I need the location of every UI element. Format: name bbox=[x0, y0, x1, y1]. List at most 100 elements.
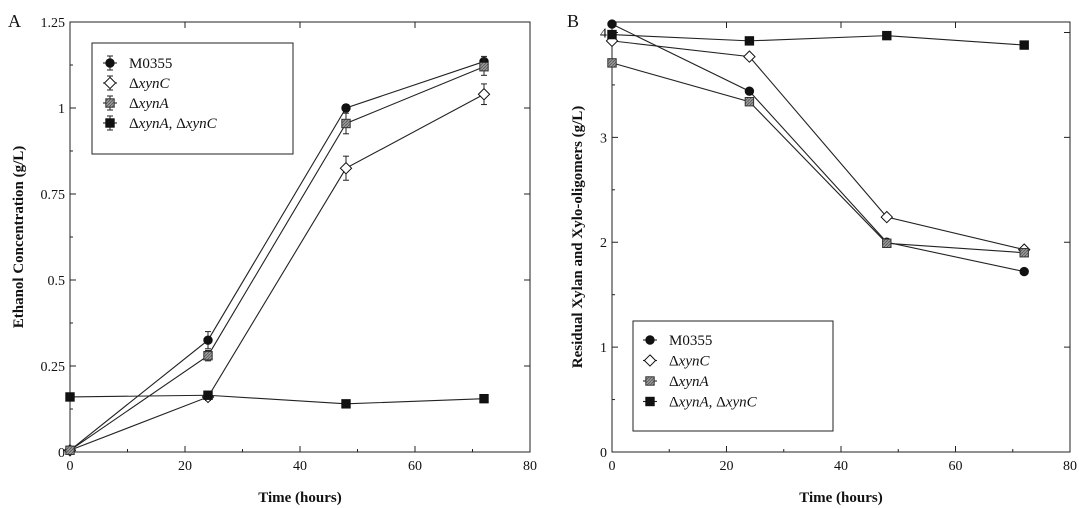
legend-label-b-2: ΔxynA bbox=[669, 374, 709, 390]
x-tick-label-a: 20 bbox=[178, 459, 192, 474]
data-point-a-3 bbox=[479, 393, 489, 404]
legend-marker-a-3 bbox=[105, 118, 115, 128]
axis-ticks-a: 0 20 40 60 80 0 0.25 0.5 0.75 1 1.25 bbox=[41, 16, 538, 474]
data-point-b-3 bbox=[1019, 40, 1029, 50]
data-point-b-1 bbox=[880, 210, 894, 224]
legend-marker-b-2 bbox=[645, 376, 655, 386]
x-tick-label-b: 20 bbox=[720, 459, 734, 474]
legend-marker-b-1 bbox=[643, 354, 657, 367]
legend-label-part: , Δ bbox=[169, 116, 187, 132]
series-group-b bbox=[605, 19, 1031, 277]
data-point-b-3 bbox=[882, 30, 892, 41]
legend-label-part: Δ bbox=[129, 96, 139, 112]
legend-label-part: Δ bbox=[669, 395, 679, 411]
series-group-a bbox=[63, 55, 491, 457]
legend-label-part: Δ bbox=[129, 76, 139, 92]
y-tick-label-b: 4 bbox=[600, 26, 607, 41]
y-tick-label-a: 1 bbox=[58, 102, 65, 117]
y-tick-label-a: 0 bbox=[58, 446, 65, 461]
legend-label-b-3: ΔxynA, ΔxynC bbox=[669, 395, 758, 411]
data-point-b-2 bbox=[1019, 248, 1029, 258]
y-tick-label-b: 3 bbox=[600, 131, 607, 146]
legend-label-part: xynA bbox=[678, 374, 710, 390]
data-point-b-3 bbox=[744, 36, 755, 46]
legend-marker-b-3 bbox=[645, 396, 655, 407]
data-point-b-2 bbox=[744, 97, 755, 107]
data-point-b-0 bbox=[744, 86, 755, 96]
legend-label-part: Δ bbox=[669, 354, 679, 370]
data-point-a-3 bbox=[65, 392, 75, 402]
x-tick-label-a: 80 bbox=[523, 459, 537, 474]
legend-label-part: , Δ bbox=[709, 395, 727, 411]
data-point-a-3 bbox=[341, 399, 351, 409]
y-axis-title-a: Ethanol Concentration (g/L) bbox=[11, 146, 27, 329]
x-tick-label-a: 40 bbox=[293, 459, 307, 474]
series-line-a-1 bbox=[69, 93, 485, 451]
x-tick-label-a: 60 bbox=[408, 459, 422, 474]
y-tick-label-a: 1.25 bbox=[41, 16, 66, 31]
legend-marker-a-2 bbox=[105, 98, 115, 108]
y-tick-label-a: 0.75 bbox=[41, 188, 66, 203]
y-axis-title-b: Residual Xylan and Xylo-oligomers (g/L) bbox=[570, 106, 586, 369]
data-point-b-3 bbox=[607, 29, 617, 40]
x-tick-label-b: 60 bbox=[949, 459, 963, 474]
legend-marker-b-0 bbox=[645, 335, 655, 345]
data-point-b-1 bbox=[743, 50, 756, 63]
chart-panel-b: B 0 20 40 60 80 0 1 2 3 4 Time (hours) Residual X… bbox=[567, 11, 1077, 506]
legend-box-a bbox=[91, 42, 294, 155]
data-point-a-2 bbox=[341, 118, 351, 129]
y-tick-label-a: 0.5 bbox=[48, 274, 66, 289]
x-axis-title-b: Time (hours) bbox=[799, 490, 882, 506]
legend-label-part: xynC bbox=[725, 395, 758, 411]
series-line-b-0 bbox=[611, 23, 1025, 273]
legend-label-part: M0355 bbox=[129, 56, 172, 72]
legend-label-part: xynC bbox=[185, 116, 218, 132]
series-line-a-3 bbox=[69, 394, 485, 405]
panel-letter-b: B bbox=[567, 11, 579, 31]
legend-label-part: xynA bbox=[138, 96, 170, 112]
data-point-a-1 bbox=[339, 161, 353, 175]
data-point-a-2 bbox=[479, 62, 489, 72]
data-point-a-0 bbox=[341, 103, 351, 113]
legend-label-b-0: M0355 bbox=[669, 333, 712, 349]
data-point-b-2 bbox=[607, 58, 617, 68]
series-line-b-3 bbox=[611, 34, 1025, 46]
data-point-a-2 bbox=[65, 445, 75, 455]
x-tick-label-b: 80 bbox=[1063, 459, 1077, 474]
data-point-a-0 bbox=[203, 335, 213, 345]
series-line-a-2 bbox=[69, 66, 485, 451]
data-point-b-0 bbox=[1019, 266, 1029, 277]
y-tick-label-b: 0 bbox=[600, 446, 607, 461]
legend-label-a-1: ΔxynC bbox=[129, 76, 170, 92]
series-line-a-0 bbox=[69, 61, 485, 451]
legend-label-part: M0355 bbox=[669, 333, 712, 349]
y-tick-label-b: 2 bbox=[600, 236, 607, 251]
series-line-b-2 bbox=[611, 62, 1025, 254]
chart-panel-a: A 0 20 40 60 80 0 0.25 0.5 0.75 1 1.25 Time (hours… bbox=[8, 11, 537, 506]
legend-label-a-3: ΔxynA, ΔxynC bbox=[129, 116, 218, 132]
legend-label-part: xynC bbox=[138, 76, 171, 92]
legend-label-part: Δ bbox=[129, 116, 139, 132]
x-tick-label-b: 0 bbox=[609, 459, 616, 474]
data-point-a-3 bbox=[203, 390, 213, 400]
data-point-a-2 bbox=[203, 350, 213, 361]
legend-label-part: xynA bbox=[138, 116, 170, 132]
data-point-b-2 bbox=[882, 238, 892, 248]
x-tick-label-a: 0 bbox=[67, 459, 74, 474]
legend-label-part: xynC bbox=[678, 354, 711, 370]
legend-label-b-1: ΔxynC bbox=[669, 354, 710, 370]
y-tick-label-b: 1 bbox=[600, 341, 607, 356]
legend-label-part: xynA bbox=[678, 395, 710, 411]
legend-label-part: Δ bbox=[669, 374, 679, 390]
legend-marker-a-1 bbox=[103, 76, 117, 90]
y-tick-label-a: 0.25 bbox=[41, 360, 66, 375]
legend-marker-a-0 bbox=[105, 58, 115, 68]
data-point-a-1 bbox=[477, 87, 491, 101]
legend-label-a-2: ΔxynA bbox=[129, 96, 169, 112]
x-axis-title-a: Time (hours) bbox=[258, 490, 341, 506]
legend-box-b bbox=[632, 320, 834, 432]
legend-label-a-0: M0355 bbox=[129, 56, 172, 72]
